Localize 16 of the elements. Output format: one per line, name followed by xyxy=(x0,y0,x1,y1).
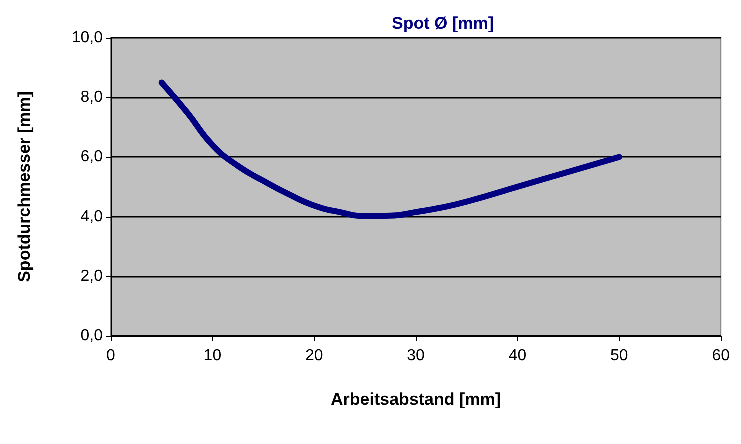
x-tick-label: 50 xyxy=(610,348,628,364)
x-axis-title: Arbeitsabstand [mm] xyxy=(331,390,502,409)
x-tick-label: 10 xyxy=(204,348,222,364)
y-tick-label: 2,0 xyxy=(80,268,104,285)
y-axis-title: Spotdurchmesser [mm] xyxy=(15,92,34,282)
y-tick-label: 4,0 xyxy=(80,208,104,226)
y-tick-label: 6,0 xyxy=(80,148,104,166)
x-tick-label: 20 xyxy=(305,348,324,364)
y-tick-label: 10,0 xyxy=(72,30,104,46)
y-tick-label: 0,0 xyxy=(80,328,104,344)
x-tick-label: 30 xyxy=(407,348,426,364)
x-tick-label: 0 xyxy=(106,348,116,364)
x-tick-label: 40 xyxy=(508,348,527,364)
chart-title: Spot Ø [mm] xyxy=(392,14,494,33)
x-tick-label: 60 xyxy=(712,348,730,364)
y-tick-label: 8,0 xyxy=(80,89,104,106)
